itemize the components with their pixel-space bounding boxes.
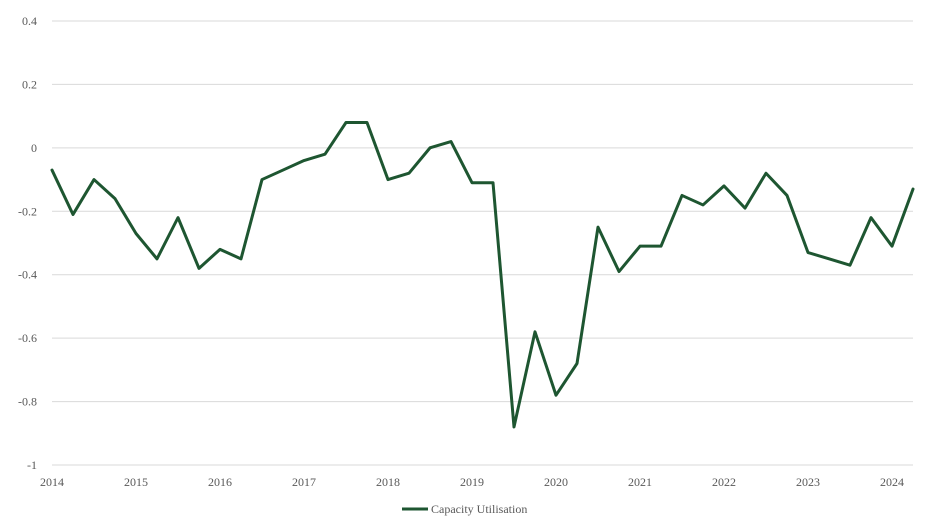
data-point	[345, 121, 348, 124]
data-point	[177, 216, 180, 219]
data-point	[618, 270, 621, 273]
data-point	[828, 257, 831, 260]
x-tick-label: 2018	[376, 475, 400, 489]
series-line-capacity-utilisation	[50, 120, 915, 429]
data-point	[135, 232, 138, 235]
x-tick-label: 2023	[796, 475, 820, 489]
x-tick-label: 2024	[880, 475, 904, 489]
y-tick-label: 0	[31, 141, 37, 155]
data-point	[366, 121, 369, 124]
x-tick-label: 2019	[460, 475, 484, 489]
data-point	[114, 197, 117, 200]
data-point	[702, 203, 705, 206]
data-point	[597, 226, 600, 229]
gridlines	[52, 20, 913, 466]
y-tick-label: 0.2	[22, 77, 37, 91]
y-tick-label: -0.8	[18, 395, 37, 409]
data-point	[282, 169, 285, 172]
x-tick-label: 2021	[628, 475, 652, 489]
y-tick-label: 0.4	[22, 14, 37, 28]
data-point	[387, 178, 390, 181]
data-point	[93, 178, 96, 181]
data-point	[408, 172, 411, 175]
data-point	[513, 425, 516, 428]
data-point	[72, 213, 75, 216]
data-point	[639, 245, 642, 248]
legend: Capacity Utilisation	[402, 502, 527, 516]
x-tick-label: 2015	[124, 475, 148, 489]
data-point	[240, 257, 243, 260]
data-point	[681, 194, 684, 197]
data-point	[576, 362, 579, 365]
data-point	[303, 159, 306, 162]
data-point	[51, 169, 54, 172]
data-point	[765, 172, 768, 175]
data-point	[891, 245, 894, 248]
data-point	[198, 267, 201, 270]
data-point	[849, 264, 852, 267]
data-point	[450, 140, 453, 143]
data-point	[744, 207, 747, 210]
x-axis-tick-labels: 2014 2015 2016 2017 2018 2019 2020 2021 2022 2023…	[40, 475, 904, 489]
data-point	[156, 257, 159, 260]
data-point	[492, 181, 495, 184]
y-tick-label: -0.2	[18, 204, 37, 218]
data-point	[660, 245, 663, 248]
y-axis-tick-labels: 0.4 0.2 0 -0.2 -0.4 -0.6 -0.8 -1	[18, 14, 37, 472]
data-point	[870, 216, 873, 219]
legend-label: Capacity Utilisation	[431, 502, 527, 516]
x-tick-label: 2016	[208, 475, 232, 489]
x-tick-label: 2017	[292, 475, 316, 489]
data-point	[324, 153, 327, 156]
data-point	[534, 330, 537, 333]
data-point	[807, 251, 810, 254]
y-tick-label: -1	[27, 458, 37, 472]
data-point	[219, 248, 222, 251]
data-point	[723, 184, 726, 187]
data-point	[555, 394, 558, 397]
data-point	[429, 146, 432, 149]
y-tick-label: -0.6	[18, 331, 37, 345]
data-point	[786, 194, 789, 197]
x-tick-label: 2022	[712, 475, 736, 489]
data-point	[912, 188, 915, 191]
x-tick-label: 2014	[40, 475, 64, 489]
series-lines	[50, 120, 915, 429]
y-tick-label: -0.4	[18, 268, 37, 282]
data-point	[471, 181, 474, 184]
x-tick-label: 2020	[544, 475, 568, 489]
data-point	[261, 178, 264, 181]
